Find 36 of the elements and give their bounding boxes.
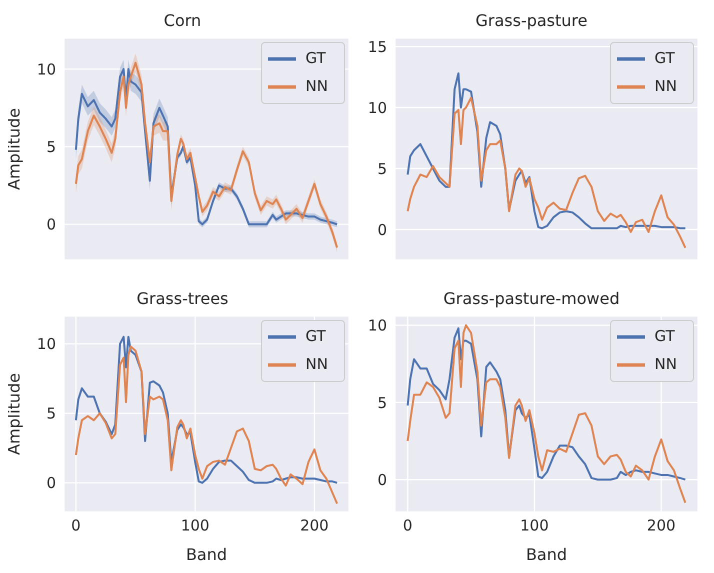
legend-label: GT (654, 327, 675, 346)
legend-label: NN (306, 77, 328, 96)
y-tick-label: 0 (377, 470, 387, 489)
x-tick-label: 0 (402, 516, 412, 535)
x-tick-label: 100 (180, 516, 210, 535)
y-tick-label: 5 (377, 394, 387, 412)
x-axis-title: Band (186, 545, 228, 564)
line-series (74, 346, 338, 505)
line-series (406, 72, 686, 230)
legend-label: GT (654, 49, 675, 68)
legend-label: GT (306, 327, 326, 346)
x-tick-label: 0 (71, 516, 81, 535)
chart-title: Grass-pasture-mowed (442, 288, 621, 310)
y-tick-label: 0 (46, 474, 56, 492)
chart-title: Corn (162, 10, 202, 32)
y-tick-label: 0 (377, 220, 387, 239)
chart-title: Grass-trees (136, 288, 230, 310)
y-tick-label: 10 (368, 98, 387, 117)
legend-label: NN (306, 355, 328, 374)
line-series (406, 96, 686, 249)
legend-label: NN (654, 77, 677, 96)
legend-label: NN (654, 355, 677, 374)
chart-title: Grass-pasture (474, 10, 588, 32)
y-tick-label: 15 (368, 38, 387, 56)
x-tick-label: 100 (520, 516, 549, 535)
y-tick-label: 10 (36, 60, 56, 78)
x-tick-label: 200 (646, 516, 676, 535)
y-tick-label: 5 (377, 160, 387, 178)
y-tick-label: 5 (46, 404, 56, 423)
x-tick-label: 200 (300, 516, 329, 535)
y-tick-label: 5 (46, 138, 56, 156)
y-tick-label: 0 (46, 216, 56, 234)
y-tick-label: 10 (36, 335, 56, 354)
legend-label: GT (306, 49, 326, 68)
y-tick-label: 10 (368, 316, 387, 335)
x-axis-title: Band (526, 545, 568, 564)
